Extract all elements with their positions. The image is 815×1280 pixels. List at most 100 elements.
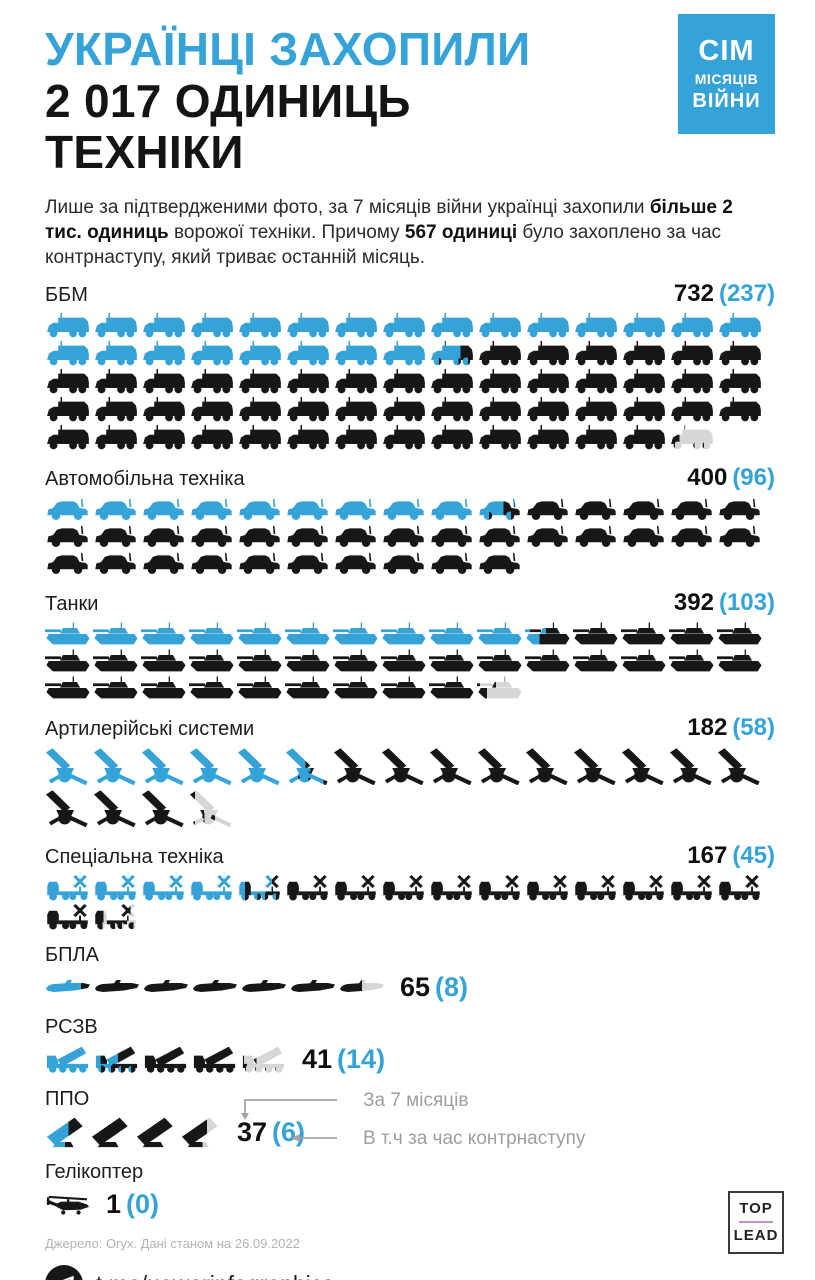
- category-counteroffensive-value: (8): [435, 972, 469, 1003]
- artillery-icon: [429, 747, 474, 787]
- war-months-badge: СІМ МІСЯЦІВ ВІЙНИ: [678, 14, 775, 134]
- special-equipment-icon: [141, 875, 186, 902]
- category-value: 392 (103): [674, 589, 775, 617]
- special-equipment-icon: [237, 875, 282, 902]
- vehicle-icon: [333, 551, 378, 576]
- tank-icon: [717, 622, 762, 647]
- tank-icon: [381, 622, 426, 647]
- armored-vehicle-icon: [45, 397, 90, 423]
- tank-icon: [285, 676, 330, 701]
- category-label: Танки: [45, 593, 99, 616]
- vehicle-icon: [717, 524, 762, 549]
- artillery-icon: [669, 747, 714, 787]
- vehicle-icon: [237, 524, 282, 549]
- armored-vehicle-icon: [525, 425, 570, 451]
- category-label: Артилерійські системи: [45, 718, 255, 741]
- vehicle-icon: [429, 551, 474, 576]
- artillery-icon: [525, 747, 570, 787]
- vehicle-icon: [45, 524, 90, 549]
- artillery-icon: [621, 747, 666, 787]
- armored-vehicle-icon: [141, 369, 186, 395]
- category-counteroffensive-value: (237): [718, 280, 775, 308]
- footer: Джерело: Oryx. Дані станом на 26.09.2022…: [45, 1191, 784, 1280]
- category-section-auto: Автомобільна техніка 400 (96): [45, 464, 775, 576]
- tank-icon: [333, 649, 378, 674]
- vehicle-icon: [189, 551, 234, 576]
- air-defense-icon: [135, 1116, 177, 1148]
- vehicle-icon: [621, 524, 666, 549]
- tank-icon: [525, 649, 570, 674]
- vehicle-icon: [573, 524, 618, 549]
- legend-total-note: За 7 місяців: [363, 1090, 469, 1112]
- tank-icon: [189, 622, 234, 647]
- tank-icon: [141, 622, 186, 647]
- toplead-lead-text: LEAD: [733, 1227, 779, 1244]
- tank-icon: [621, 649, 666, 674]
- armored-vehicle-icon: [237, 341, 282, 367]
- vehicle-icon: [669, 524, 714, 549]
- mlrs-icon: [241, 1045, 287, 1074]
- vehicle-icon: [333, 497, 378, 522]
- artillery-icon: [141, 747, 186, 787]
- armored-vehicle-icon: [285, 369, 330, 395]
- category-label: Спеціальна техніка: [45, 846, 224, 869]
- artillery-icon: [93, 747, 138, 787]
- vehicle-icon: [477, 524, 522, 549]
- category-total-value: 41: [302, 1044, 333, 1075]
- category-icon-grid: 37 (6) За 7 місяців В т.ч за час контрнас…: [45, 1090, 775, 1149]
- drone-icon: [241, 980, 287, 996]
- vehicle-icon: [525, 524, 570, 549]
- drone-icon: [290, 980, 336, 996]
- armored-vehicle-icon: [573, 397, 618, 423]
- intro-paragraph: Лише за підтвердженими фото, за 7 місяці…: [45, 195, 757, 271]
- category-section-uav: БПЛА 65 (8): [45, 944, 775, 1003]
- mlrs-icon: [94, 1045, 140, 1074]
- mlrs-icon: [143, 1045, 189, 1074]
- armored-vehicle-icon: [285, 425, 330, 451]
- telegram-link[interactable]: t.me/uawarinfographics: [96, 1271, 334, 1280]
- armored-vehicle-icon: [189, 341, 234, 367]
- armored-vehicle-icon: [381, 425, 426, 451]
- armored-vehicle-icon: [717, 369, 762, 395]
- armored-vehicle-icon: [45, 369, 90, 395]
- armored-vehicle-icon: [333, 369, 378, 395]
- special-equipment-icon: [45, 904, 90, 931]
- armored-vehicle-icon: [285, 313, 330, 339]
- artillery-icon: [189, 789, 234, 829]
- category-counteroffensive-value: (96): [732, 464, 775, 492]
- armored-vehicle-icon: [45, 425, 90, 451]
- category-header: Спеціальна техніка 167 (45): [45, 842, 775, 870]
- armored-vehicle-icon: [477, 397, 522, 423]
- tank-icon: [381, 649, 426, 674]
- category-section-tank: Танки 392 (103): [45, 589, 775, 701]
- vehicle-icon: [525, 497, 570, 522]
- telegram-row: t.me/uawarinfographics: [45, 1265, 775, 1280]
- armored-vehicle-icon: [525, 397, 570, 423]
- tank-icon: [141, 676, 186, 701]
- category-icon-grid: [45, 875, 775, 931]
- air-defense-icon: [180, 1116, 222, 1148]
- category-header: БПЛА: [45, 944, 775, 967]
- artillery-icon: [45, 789, 90, 829]
- armored-vehicle-icon: [429, 397, 474, 423]
- tank-icon: [429, 649, 474, 674]
- category-header: Артилерійські системи 182 (58): [45, 714, 775, 742]
- armored-vehicle-icon: [429, 341, 474, 367]
- page-title-line3: ТЕХНІКИ: [45, 126, 244, 179]
- badge-line1: СІМ: [698, 35, 755, 67]
- category-counteroffensive-value: (103): [718, 589, 775, 617]
- category-total-value: 732: [673, 280, 714, 308]
- tank-icon: [189, 649, 234, 674]
- artillery-icon: [333, 747, 378, 787]
- vehicle-icon: [93, 524, 138, 549]
- armored-vehicle-icon: [717, 341, 762, 367]
- armored-vehicle-icon: [429, 425, 474, 451]
- armored-vehicle-icon: [573, 369, 618, 395]
- special-equipment-icon: [477, 875, 522, 902]
- category-total-value: 37: [237, 1116, 268, 1147]
- category-total-value: 392: [673, 589, 714, 617]
- vehicle-icon: [45, 497, 90, 522]
- armored-vehicle-icon: [669, 313, 714, 339]
- vehicle-icon: [285, 551, 330, 576]
- category-header: ББМ 732 (237): [45, 280, 775, 308]
